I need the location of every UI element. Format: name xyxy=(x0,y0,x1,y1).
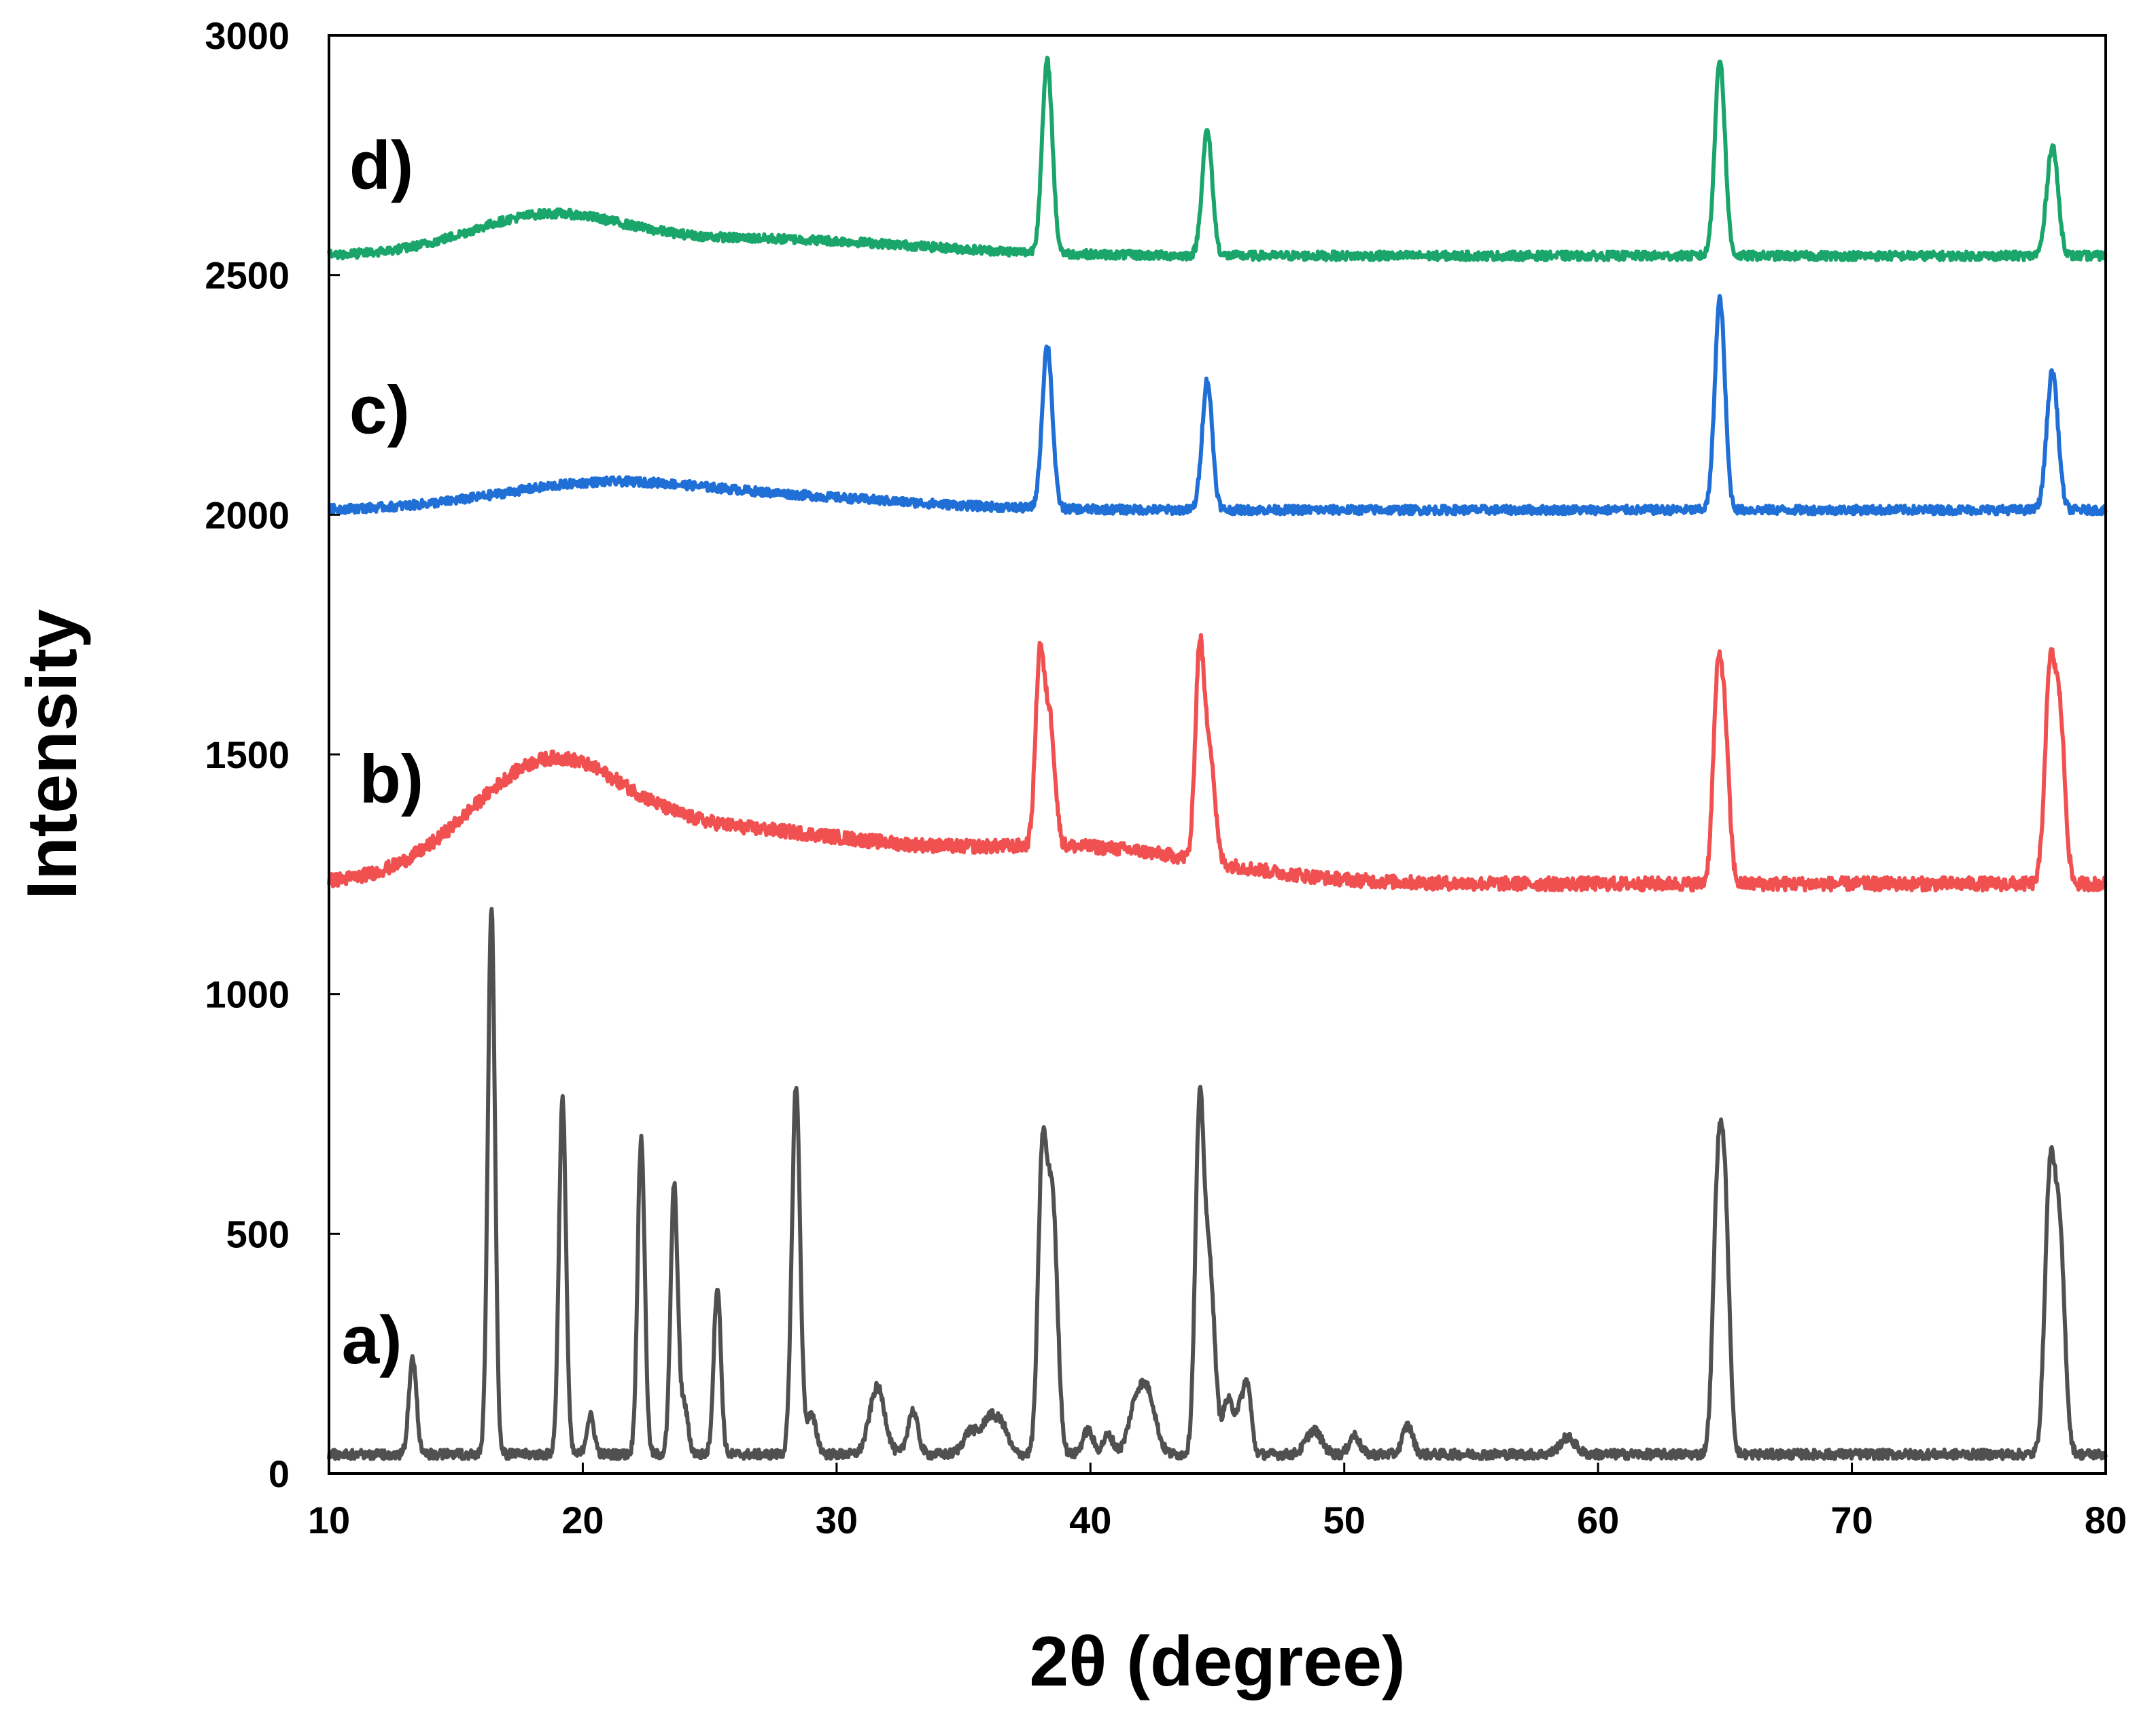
series-layer xyxy=(327,55,2108,1461)
series-label-d: d) xyxy=(349,128,413,204)
x-tick-label: 30 xyxy=(816,1499,858,1541)
x-tick-label: 60 xyxy=(1577,1499,1619,1541)
x-tick-label: 70 xyxy=(1830,1499,1873,1541)
x-tick-label: 40 xyxy=(1069,1499,1111,1541)
y-tick-label: 1500 xyxy=(205,733,290,776)
annotation-layer: a) b) c) d) xyxy=(342,128,424,1378)
series-label-c: c) xyxy=(349,372,410,448)
y-tick-label: 2500 xyxy=(205,254,290,297)
x-axis-title: 2θ (degree) xyxy=(1029,1622,1405,1701)
y-axis-title: Intensity xyxy=(13,609,92,900)
series-label-a: a) xyxy=(342,1302,402,1378)
series-label-b: b) xyxy=(360,741,423,818)
tick-layer: 10 20 30 40 50 60 70 80 0 500 1000 1500 2000 2500 3000 xyxy=(205,14,2127,1541)
y-tick-label: 2000 xyxy=(205,493,290,536)
series-b-line xyxy=(327,633,2108,893)
series-c-line xyxy=(327,294,2108,517)
x-tick-label: 20 xyxy=(561,1499,604,1541)
y-tick-label: 0 xyxy=(268,1452,290,1495)
x-tick-label: 80 xyxy=(2085,1499,2127,1541)
y-tick-label: 3000 xyxy=(205,14,290,57)
x-tick-label: 10 xyxy=(308,1499,350,1541)
y-tick-label: 1000 xyxy=(205,973,290,1016)
series-a-line xyxy=(327,907,2108,1461)
x-tick-label: 50 xyxy=(1323,1499,1366,1541)
y-tick-label: 500 xyxy=(226,1212,290,1255)
series-d-line xyxy=(327,55,2108,262)
